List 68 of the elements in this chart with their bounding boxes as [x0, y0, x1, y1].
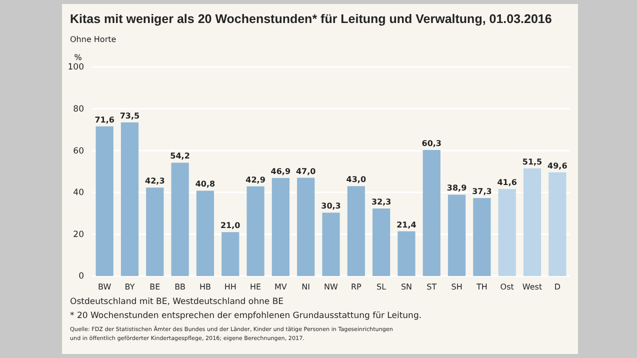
bar — [422, 150, 440, 276]
data-label: 73,5 — [120, 111, 140, 120]
x-tick-label: West — [522, 282, 542, 292]
x-tick-label: SN — [400, 282, 412, 292]
data-label: 46,9 — [270, 166, 291, 176]
data-label: 38,9 — [446, 184, 468, 193]
bar — [196, 190, 214, 276]
x-tick-label: D — [554, 282, 561, 292]
x-tick-label: HH — [224, 282, 236, 292]
data-label: 51,5 — [522, 157, 543, 166]
y-tick-label: 60 — [73, 146, 84, 156]
data-label: 60,3 — [422, 138, 442, 148]
data-label: 21,4 — [396, 220, 417, 230]
bar — [473, 198, 491, 276]
y-tick-label: 0 — [78, 272, 84, 282]
data-label: 21,0 — [220, 221, 241, 230]
x-tick-label: NI — [302, 282, 310, 292]
x-tick-label: HB — [199, 282, 211, 292]
x-tick-label: RP — [350, 282, 362, 292]
bar — [372, 208, 390, 276]
bar — [398, 231, 416, 276]
bar — [498, 189, 516, 276]
x-tick-label: MV — [274, 282, 288, 292]
x-tick-label: BY — [124, 282, 135, 292]
bar — [347, 186, 365, 276]
bar — [222, 232, 240, 276]
data-label: 42,3 — [145, 176, 165, 186]
x-tick-label: SH — [451, 282, 462, 292]
x-tick-label: TH — [475, 282, 488, 292]
bar — [171, 162, 189, 276]
x-tick-label: BB — [174, 282, 186, 292]
data-label: 71,6 — [94, 115, 115, 124]
x-tick-label: SL — [376, 282, 387, 292]
text: Ostdeutschland mit BE, Westdeutschland ohne BE — [70, 297, 284, 307]
bar — [523, 168, 542, 276]
data-label: 40,8 — [195, 180, 216, 189]
y-tick-label: 100 — [68, 62, 84, 73]
bar — [272, 178, 290, 276]
chart-title: Kitas mit weniger als 20 Wochenstunden* für Leitung und Verwaltung, 01.03.2016 — [70, 12, 552, 26]
data-label: 32,3 — [371, 197, 392, 206]
data-label: 49,6 — [548, 161, 568, 170]
x-tick-label: NW — [324, 282, 338, 292]
x-tick-label: Ost — [500, 282, 514, 292]
bar — [297, 178, 315, 276]
x-tick-label: ST — [426, 282, 437, 292]
bar — [120, 122, 139, 276]
y-axis-title: % — [74, 53, 82, 62]
bar — [246, 186, 264, 276]
data-label: 30,3 — [321, 202, 341, 211]
bar — [96, 126, 114, 276]
data-label: 47,0 — [296, 166, 316, 176]
chart-subtitle: Ohne Horte — [70, 35, 116, 44]
y-tick-label: 40 — [73, 188, 84, 198]
data-label: 54,2 — [170, 152, 190, 161]
bar — [448, 194, 466, 276]
x-tick-label: BE — [150, 282, 160, 292]
data-label: 43,0 — [346, 175, 366, 184]
x-tick-label: BW — [98, 282, 112, 292]
y-tick-label: 20 — [73, 230, 84, 240]
data-label: 41,6 — [497, 178, 518, 188]
bar — [548, 172, 566, 276]
x-tick-label: HE — [250, 282, 262, 292]
text: * 20 Wochenstunden entsprechen der empfohlenen Grundausstattung für Leitung. — [70, 311, 422, 321]
data-label: 37,3 — [472, 187, 492, 196]
data-label: 42,9 — [246, 175, 266, 184]
bar — [146, 188, 164, 276]
y-tick-label: 80 — [73, 104, 84, 115]
bar — [322, 212, 340, 276]
